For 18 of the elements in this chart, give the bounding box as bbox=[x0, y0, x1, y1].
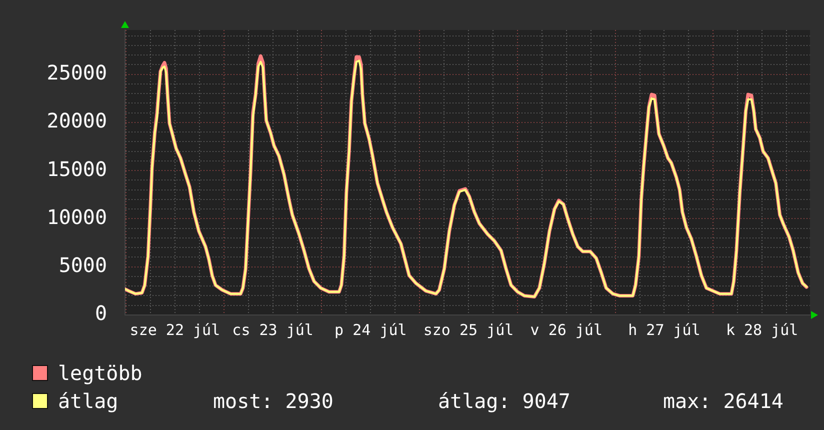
x-tick-label: cs 23 júl bbox=[232, 320, 314, 339]
y-tick-label: 0 bbox=[94, 301, 107, 326]
text: átlag: 9047 bbox=[438, 388, 572, 415]
legend-label: legtöbb bbox=[58, 360, 144, 387]
x-tick-label: szo 25 júl bbox=[423, 320, 514, 339]
y-tick-label: 10000 bbox=[46, 204, 107, 229]
y-tick-label: 5000 bbox=[58, 253, 107, 278]
y-tick-label: 15000 bbox=[46, 156, 107, 181]
y-tick-label: 20000 bbox=[46, 108, 107, 133]
x-tick-label: p 24 júl bbox=[334, 320, 407, 339]
text: max: 26414 bbox=[663, 388, 784, 415]
x-tick-label: h 27 júl bbox=[628, 320, 700, 339]
x-tick-label: v 26 júl bbox=[530, 320, 602, 339]
legend-label: átlag bbox=[58, 388, 120, 415]
text: most: 2930 bbox=[213, 388, 334, 415]
y-tick-label: 25000 bbox=[46, 60, 107, 84]
x-tick-label: sze 22 júl bbox=[130, 320, 220, 339]
x-tick-label: k 28 júl bbox=[726, 320, 798, 339]
